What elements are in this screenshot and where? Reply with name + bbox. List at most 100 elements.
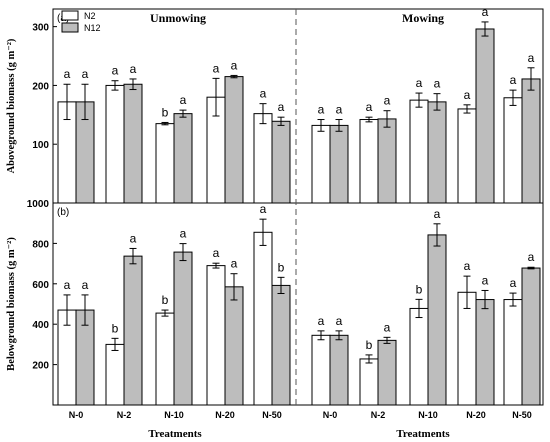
bar-n2 bbox=[105, 343, 125, 406]
significance-letter: a bbox=[416, 76, 423, 90]
x-axis-label-unmowing: Treatments bbox=[148, 428, 202, 440]
x-tick-label: N-20 bbox=[466, 410, 486, 420]
significance-letter: a bbox=[434, 207, 441, 221]
significance-letter: a bbox=[213, 246, 220, 260]
bar-n12 bbox=[271, 120, 291, 204]
bar-n12 bbox=[377, 339, 397, 406]
x-tick-label: N-2 bbox=[117, 410, 132, 420]
significance-letter: a bbox=[231, 58, 238, 72]
bar-n12 bbox=[427, 234, 447, 406]
significance-letter: a bbox=[464, 88, 471, 102]
bar-n2 bbox=[409, 307, 429, 406]
significance-letter: a bbox=[482, 273, 489, 287]
section-title-unmowing: Unmowing bbox=[150, 11, 206, 25]
bar-n2 bbox=[206, 265, 226, 406]
significance-letter: a bbox=[384, 94, 391, 108]
significance-letter: a bbox=[528, 51, 535, 65]
bar-n2 bbox=[457, 108, 477, 204]
y-tick-label: 300 bbox=[32, 23, 49, 34]
significance-letter: b bbox=[278, 260, 285, 274]
x-tick-label: N-0 bbox=[69, 410, 84, 420]
bar-n2 bbox=[105, 84, 125, 204]
y-tick-label: 100 bbox=[32, 140, 49, 151]
bar-n12 bbox=[224, 76, 244, 204]
x-tick-label: N-50 bbox=[512, 410, 532, 420]
significance-letter: a bbox=[384, 320, 391, 334]
y-tick-label: 600 bbox=[32, 280, 49, 291]
bar-n2 bbox=[253, 113, 273, 204]
significance-letter: a bbox=[64, 67, 71, 81]
significance-letter: a bbox=[318, 314, 325, 328]
legend-label-n12: N12 bbox=[84, 23, 101, 33]
significance-letter: a bbox=[64, 278, 71, 292]
legend-swatch-n12 bbox=[61, 22, 79, 33]
legend-swatch-n2 bbox=[61, 10, 79, 21]
x-axis-label-mowing: Treatments bbox=[396, 428, 450, 440]
significance-letter: a bbox=[231, 257, 238, 271]
bar-n12 bbox=[173, 113, 193, 204]
bar-n12 bbox=[173, 251, 193, 406]
bar-n12 bbox=[329, 124, 349, 204]
bar-n12 bbox=[521, 267, 541, 406]
bar-n12 bbox=[271, 284, 291, 406]
significance-letter: b bbox=[366, 338, 373, 352]
x-tick-label: N-2 bbox=[371, 410, 386, 420]
x-tick-label: N-10 bbox=[164, 410, 184, 420]
bar-n2 bbox=[311, 124, 331, 204]
bar-n12 bbox=[329, 334, 349, 406]
significance-letter: b bbox=[162, 293, 169, 307]
bar-n2 bbox=[253, 231, 273, 406]
significance-letter: a bbox=[510, 276, 517, 290]
panel-b: 200 400 600 800 1000 Belowground biomass (g m… bbox=[6, 199, 544, 406]
significance-letter: a bbox=[180, 227, 187, 241]
bar-n12 bbox=[475, 28, 495, 204]
y-tick-label: 200 bbox=[32, 81, 49, 92]
bar-n12 bbox=[377, 118, 397, 204]
significance-letter: a bbox=[213, 61, 220, 75]
significance-letter: a bbox=[336, 103, 343, 117]
y-tick-label: 800 bbox=[32, 239, 49, 250]
bar-n12 bbox=[475, 299, 495, 406]
y-axis-label: Aboveground biomass (g m⁻²) bbox=[6, 38, 17, 173]
significance-letter: a bbox=[278, 100, 285, 114]
significance-letter: a bbox=[82, 278, 89, 292]
bar-n2 bbox=[359, 358, 379, 406]
significance-letter: a bbox=[464, 259, 471, 273]
bar-n2 bbox=[409, 99, 429, 204]
bar-n2 bbox=[311, 334, 331, 406]
significance-letter: a bbox=[130, 231, 137, 245]
bar-n12 bbox=[123, 83, 143, 204]
section-title-mowing: Mowing bbox=[402, 11, 444, 25]
bar-n2 bbox=[155, 123, 175, 204]
significance-letter: a bbox=[180, 93, 187, 107]
significance-letter: b bbox=[112, 321, 119, 335]
panel-tag: (b) bbox=[57, 207, 69, 218]
bar-n12 bbox=[521, 78, 541, 204]
y-axis-label: Belowground biomass (g m⁻²) bbox=[6, 237, 17, 371]
significance-letter: a bbox=[366, 100, 373, 114]
significance-letter: a bbox=[336, 314, 343, 328]
significance-letter: a bbox=[112, 64, 119, 78]
bar-n12 bbox=[224, 286, 244, 406]
bar-n2 bbox=[155, 312, 175, 406]
panel-frame bbox=[52, 202, 544, 406]
x-tick-label: N-50 bbox=[262, 410, 282, 420]
y-tick-label: 200 bbox=[32, 361, 49, 372]
bar-n12 bbox=[427, 101, 447, 204]
significance-letter: b bbox=[162, 105, 169, 119]
x-tick-label: N-0 bbox=[323, 410, 338, 420]
significance-letter: a bbox=[82, 67, 89, 81]
significance-letter: a bbox=[260, 202, 267, 216]
x-tick-label: N-10 bbox=[418, 410, 438, 420]
legend-label-n2: N2 bbox=[84, 11, 96, 21]
x-tick-label: N-20 bbox=[215, 410, 235, 420]
bar-n2 bbox=[359, 119, 379, 204]
bar-n12 bbox=[123, 255, 143, 406]
y-tick-label: 400 bbox=[32, 320, 49, 331]
significance-letter: a bbox=[130, 62, 137, 76]
bar-n2 bbox=[503, 97, 523, 204]
significance-letter: a bbox=[528, 250, 535, 264]
